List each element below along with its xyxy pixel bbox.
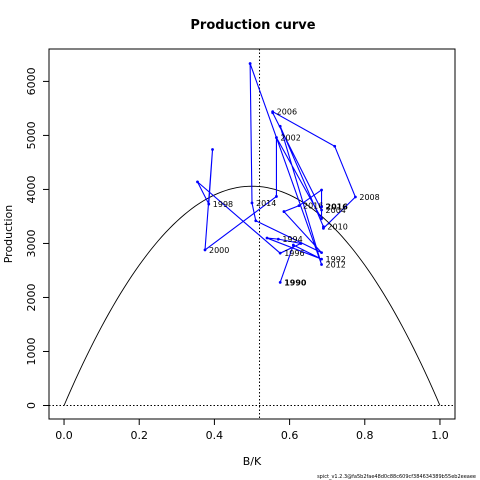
year-label: 1994 [282, 235, 302, 244]
year-label: 2010 [327, 223, 347, 232]
plot-frame [48, 48, 456, 420]
trajectory-point [265, 236, 269, 240]
trajectory-point [275, 195, 278, 198]
x-axis-label: B/K [243, 455, 262, 468]
x-tick-label: 0.0 [55, 429, 73, 442]
year-label: 1992 [326, 255, 346, 264]
y-axis-label: Production [2, 205, 15, 264]
trajectory-point [276, 237, 280, 241]
y-tick-label: 0 [25, 402, 38, 409]
x-tick-label: 0.4 [206, 429, 224, 442]
y-tick-label: 5000 [25, 121, 38, 149]
trajectory-point [320, 217, 323, 221]
x-tick-label: 1.0 [431, 429, 449, 442]
year-label: 2016 [326, 203, 349, 212]
axes: 0.0 0.2 0.4 0.6 0.8 1.0 0 1000 2000 3000 4000 5000 6… [25, 67, 449, 442]
trajectory-point [207, 202, 211, 206]
x-tick-label: 0.6 [281, 429, 299, 442]
trajectory-point [320, 208, 323, 212]
production-curve [63, 185, 441, 406]
trajectory-point [353, 195, 357, 199]
x-tick-label: 0.8 [356, 429, 374, 442]
trajectory-point [254, 219, 258, 223]
y-tick-label: 2000 [25, 283, 38, 311]
trajectory-point [320, 263, 323, 266]
trajectory-point [299, 242, 303, 245]
y-tick-label: 1000 [25, 337, 38, 365]
trajectory-point [250, 201, 254, 205]
trajectory-point [248, 62, 252, 65]
trajectory-point [211, 148, 214, 151]
trajectory-point [320, 257, 323, 261]
trajectory: 1990 1992 1994 1996 1998 2000 2002 2004 2006 2008… [196, 62, 380, 287]
footer-note: spict_v1.2.3@fa5b2fae48d0c88c609cf384634… [317, 474, 476, 480]
trajectory-point [278, 251, 282, 255]
chart-title: Production curve [190, 18, 315, 33]
trajectory-point [333, 144, 337, 148]
year-label: 2000 [209, 246, 229, 255]
year-label: 2008 [359, 193, 379, 202]
trajectory-point [196, 180, 199, 184]
trajectory-point [322, 225, 325, 229]
trajectory-point [320, 188, 323, 192]
year-label: 2016 [303, 202, 323, 211]
production-curve-line [63, 185, 441, 406]
trajectory-point [275, 136, 278, 139]
year-label: 2002 [280, 134, 300, 143]
year-label: 2006 [277, 108, 297, 117]
y-tick-label: 3000 [25, 229, 38, 257]
year-label: 2012 [326, 261, 346, 270]
trajectory-point [320, 251, 323, 255]
trajectory-point [203, 248, 207, 252]
year-label: 1998 [213, 200, 233, 209]
year-label: 2014 [256, 199, 276, 208]
trajectory-point [297, 204, 301, 208]
x-tick-label: 0.2 [130, 429, 148, 442]
trajectory-point [271, 110, 275, 114]
trajectory-point [278, 280, 282, 284]
y-tick-label: 6000 [25, 67, 38, 95]
trajectory-point [282, 210, 286, 213]
year-label: 2004 [326, 206, 346, 215]
year-label: 1996 [284, 249, 304, 258]
trajectory-point [278, 124, 282, 128]
year-label: 1990 [284, 278, 307, 287]
trajectory-point [291, 243, 295, 247]
trajectory-point [320, 205, 323, 209]
y-tick-label: 4000 [25, 175, 38, 203]
reference-lines [49, 49, 455, 419]
